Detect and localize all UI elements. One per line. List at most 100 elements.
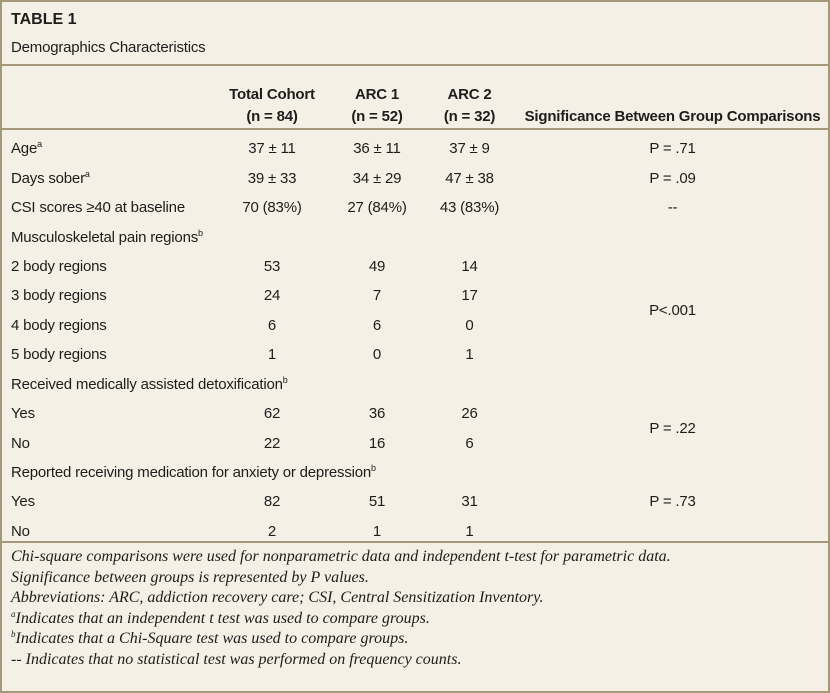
significance-cell: P = .22 xyxy=(649,419,696,437)
footnote-marker: b xyxy=(282,374,288,385)
header-cell xyxy=(2,66,212,134)
data-row: 2 body regions 53 49 14 P<.001 xyxy=(2,252,828,319)
value-cell: 1 xyxy=(372,522,382,540)
rule xyxy=(2,64,828,66)
row-label: Yes xyxy=(2,399,212,428)
data-row: Yes 62 36 26 P = .22 xyxy=(2,399,828,437)
value-cell: 0 xyxy=(465,316,474,334)
footnote: Chi-square comparisons were used for non… xyxy=(11,547,671,568)
row-label-text: No xyxy=(11,522,30,540)
header-row: Total Cohort (n = 84) ARC 1 (n = 52) ARC 2 (n… xyxy=(2,66,828,134)
footnote-text: Indicates that a Chi-Square test was use… xyxy=(15,630,409,647)
footnote-text: -- Indicates that no statistical test wa… xyxy=(11,650,462,668)
rule xyxy=(2,128,828,130)
footnote-marker: b xyxy=(198,227,203,238)
table-body: Agea 37 ± 11 36 ± 11 37 ± 9 P = .71 Days sobe… xyxy=(2,134,828,546)
significance-cell: P = .71 xyxy=(649,140,696,158)
footnote-text: Indicates that an independent t test was… xyxy=(15,609,430,627)
row-label-text: 3 body regions xyxy=(11,287,107,305)
value-cell: 53 xyxy=(263,257,281,275)
row-label: Musculoskeletal pain regionsb xyxy=(2,222,828,251)
header-cell: Significance Between Group Comparisons xyxy=(524,108,821,125)
data-row: CSI scores ≥40 at baseline 70 (83%) 27 (84… xyxy=(2,193,828,222)
value-cell: 6 xyxy=(465,434,474,452)
data-row: No 22 16 6 xyxy=(2,428,828,457)
header-cell: ARC 1 (n = 52) xyxy=(332,66,422,134)
footnotes: Chi-square comparisons were used for non… xyxy=(11,547,671,670)
row-label-text: Yes xyxy=(11,493,35,511)
row-label-text: Yes xyxy=(11,405,35,423)
value-cell: 31 xyxy=(461,493,478,511)
value-cell: 1 xyxy=(465,346,474,364)
section-heading-row: Received medically assisted detoxificati… xyxy=(2,370,828,399)
value-cell: 1 xyxy=(465,522,474,540)
value-cell: 34 ± 29 xyxy=(352,169,402,187)
value-cell: 14 xyxy=(461,257,478,275)
data-row: 3 body regions 24 7 17 xyxy=(2,281,828,310)
value-cell: 0 xyxy=(372,346,382,364)
row-label: CSI scores ≥40 at baseline xyxy=(2,193,212,222)
value-cell: 82 xyxy=(263,493,281,511)
value-cell: 2 xyxy=(267,522,277,540)
significance-cell: P = .09 xyxy=(649,169,696,187)
row-label: Agea xyxy=(2,134,212,163)
header-cell: Total Cohort (n = 84) xyxy=(212,66,332,134)
row-label: Days sobera xyxy=(2,163,212,192)
row-label: 4 body regions xyxy=(2,311,212,340)
value-cell: 70 (83%) xyxy=(242,199,302,217)
value-cell: 24 xyxy=(263,287,281,305)
value-cell: 6 xyxy=(372,316,382,334)
value-cell: 36 xyxy=(368,405,386,423)
section-heading-row: Musculoskeletal pain regionsb xyxy=(2,222,828,251)
row-label-text: 5 body regions xyxy=(11,346,107,364)
row-label-text: 2 body regions xyxy=(11,257,107,275)
data-row: 4 body regions 6 6 0 xyxy=(2,311,828,340)
row-label: Received medically assisted detoxificati… xyxy=(2,370,828,399)
value-cell: 37 ± 11 xyxy=(248,140,296,158)
footnote-marker: b xyxy=(11,629,16,639)
value-cell: 26 xyxy=(461,405,478,423)
value-cell: 47 ± 38 xyxy=(445,169,494,187)
footnote-text: Abbreviations: ARC, addiction recovery c… xyxy=(11,589,544,606)
data-row: Days sobera 39 ± 33 34 ± 29 47 ± 38 P = .09 xyxy=(2,163,828,192)
significance-cell: P = .73 xyxy=(649,493,696,511)
footnote: -- Indicates that no statistical test wa… xyxy=(11,650,671,671)
data-row: Agea 37 ± 11 36 ± 11 37 ± 9 P = .71 xyxy=(2,134,828,163)
value-cell: 51 xyxy=(368,493,386,511)
row-label-text: CSI scores ≥40 at baseline xyxy=(11,199,185,217)
footnote-marker: b xyxy=(371,463,376,474)
row-label-text: 4 body regions xyxy=(11,316,107,334)
value-cell: 36 ± 11 xyxy=(353,140,401,158)
row-label-text: Age xyxy=(11,140,38,158)
value-cell: 39 ± 33 xyxy=(247,169,297,187)
value-cell: 16 xyxy=(368,434,386,452)
footnote-text: Chi-square comparisons were used for non… xyxy=(11,548,671,565)
rule xyxy=(2,541,828,543)
value-cell: 7 xyxy=(372,287,382,305)
value-cell: 49 xyxy=(368,257,386,275)
data-row: No 2 1 1 xyxy=(2,517,828,546)
value-cell: 17 xyxy=(461,287,478,305)
row-label-text: No xyxy=(11,434,30,452)
footnote: Significance between groups is represent… xyxy=(11,568,671,589)
data-table: Total Cohort (n = 84) ARC 1 (n = 52) ARC 2 (n… xyxy=(2,66,828,546)
footnote-marker: a xyxy=(11,608,16,619)
row-label: No xyxy=(2,428,212,457)
row-label: Yes xyxy=(2,487,212,516)
significance-cell: -- xyxy=(667,199,678,217)
row-label: 2 body regions xyxy=(2,252,212,281)
section-heading: Received medically assisted detoxificati… xyxy=(11,375,283,393)
value-cell: 1 xyxy=(267,346,277,364)
row-label: 3 body regions xyxy=(2,281,212,310)
row-label: No xyxy=(2,517,212,546)
column-n: (n = 52) xyxy=(351,108,403,125)
section-heading: Reported receiving medication for anxiet… xyxy=(11,464,372,482)
value-cell: 43 (83%) xyxy=(439,199,500,217)
footnote: aIndicates that an independent t test wa… xyxy=(11,609,671,630)
row-label: Reported receiving medication for anxiet… xyxy=(2,458,828,487)
empty-cell xyxy=(517,517,828,546)
significance-cell: P<.001 xyxy=(649,302,696,320)
value-cell: 62 xyxy=(263,405,281,423)
value-cell: 37 ± 9 xyxy=(449,140,490,158)
data-row: 5 body regions 1 0 1 xyxy=(2,340,828,369)
